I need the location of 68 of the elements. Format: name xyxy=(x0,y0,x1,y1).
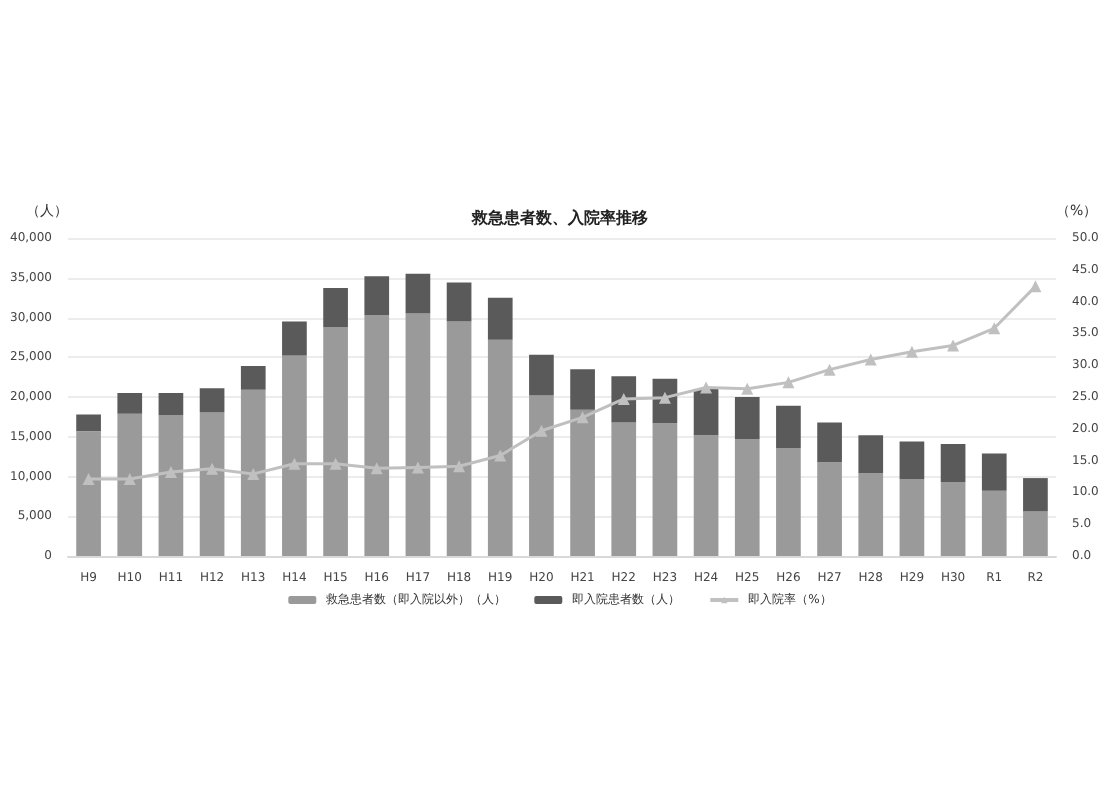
bar xyxy=(776,447,801,556)
bar xyxy=(405,273,431,314)
point xyxy=(288,457,301,470)
point xyxy=(453,460,466,473)
bar xyxy=(570,409,595,556)
bar xyxy=(446,321,472,556)
bar xyxy=(776,405,801,448)
bar xyxy=(199,388,225,413)
bar xyxy=(446,282,472,322)
bar xyxy=(487,339,513,556)
bar xyxy=(981,490,1007,556)
bar xyxy=(1023,511,1048,556)
bar xyxy=(364,315,390,556)
bar xyxy=(611,422,637,556)
point xyxy=(576,411,589,424)
point xyxy=(411,461,424,474)
point xyxy=(947,339,960,352)
bar xyxy=(529,354,554,396)
bar xyxy=(364,276,390,316)
bar xyxy=(693,435,719,556)
bar xyxy=(734,439,760,556)
bar xyxy=(117,393,143,414)
bar xyxy=(817,422,842,463)
bar xyxy=(940,482,966,556)
bar xyxy=(76,414,101,432)
bar xyxy=(282,321,307,356)
bar xyxy=(817,462,842,556)
bar xyxy=(487,297,513,340)
bar xyxy=(323,288,348,328)
bar xyxy=(199,412,225,556)
bar xyxy=(240,366,266,390)
point xyxy=(823,363,836,376)
point xyxy=(82,473,95,486)
bar xyxy=(899,478,925,556)
bar xyxy=(282,355,307,556)
point xyxy=(206,462,219,475)
bar xyxy=(117,413,143,556)
bar xyxy=(734,397,760,440)
point xyxy=(329,457,342,470)
bar xyxy=(858,473,884,556)
bar xyxy=(240,389,266,556)
point xyxy=(247,467,260,480)
chart-title: 救急患者数、入院率推移 xyxy=(470,207,648,227)
bar xyxy=(693,389,719,436)
point xyxy=(782,376,795,389)
bar xyxy=(529,395,554,556)
bar xyxy=(858,435,884,474)
point xyxy=(164,466,177,479)
point xyxy=(123,473,136,486)
bar xyxy=(405,313,431,556)
bar xyxy=(323,327,348,556)
bar xyxy=(652,423,678,556)
point xyxy=(864,353,877,366)
bar xyxy=(981,453,1007,491)
bar xyxy=(158,415,184,556)
point xyxy=(535,424,548,437)
point xyxy=(494,449,507,462)
bar xyxy=(1023,478,1048,512)
bar xyxy=(940,443,966,483)
bar xyxy=(76,431,101,556)
point xyxy=(700,381,713,394)
point xyxy=(905,345,918,358)
point xyxy=(741,382,754,395)
bar xyxy=(158,393,184,416)
point xyxy=(988,322,1001,335)
bar xyxy=(570,369,595,410)
point xyxy=(370,462,383,475)
bar xyxy=(899,441,925,479)
